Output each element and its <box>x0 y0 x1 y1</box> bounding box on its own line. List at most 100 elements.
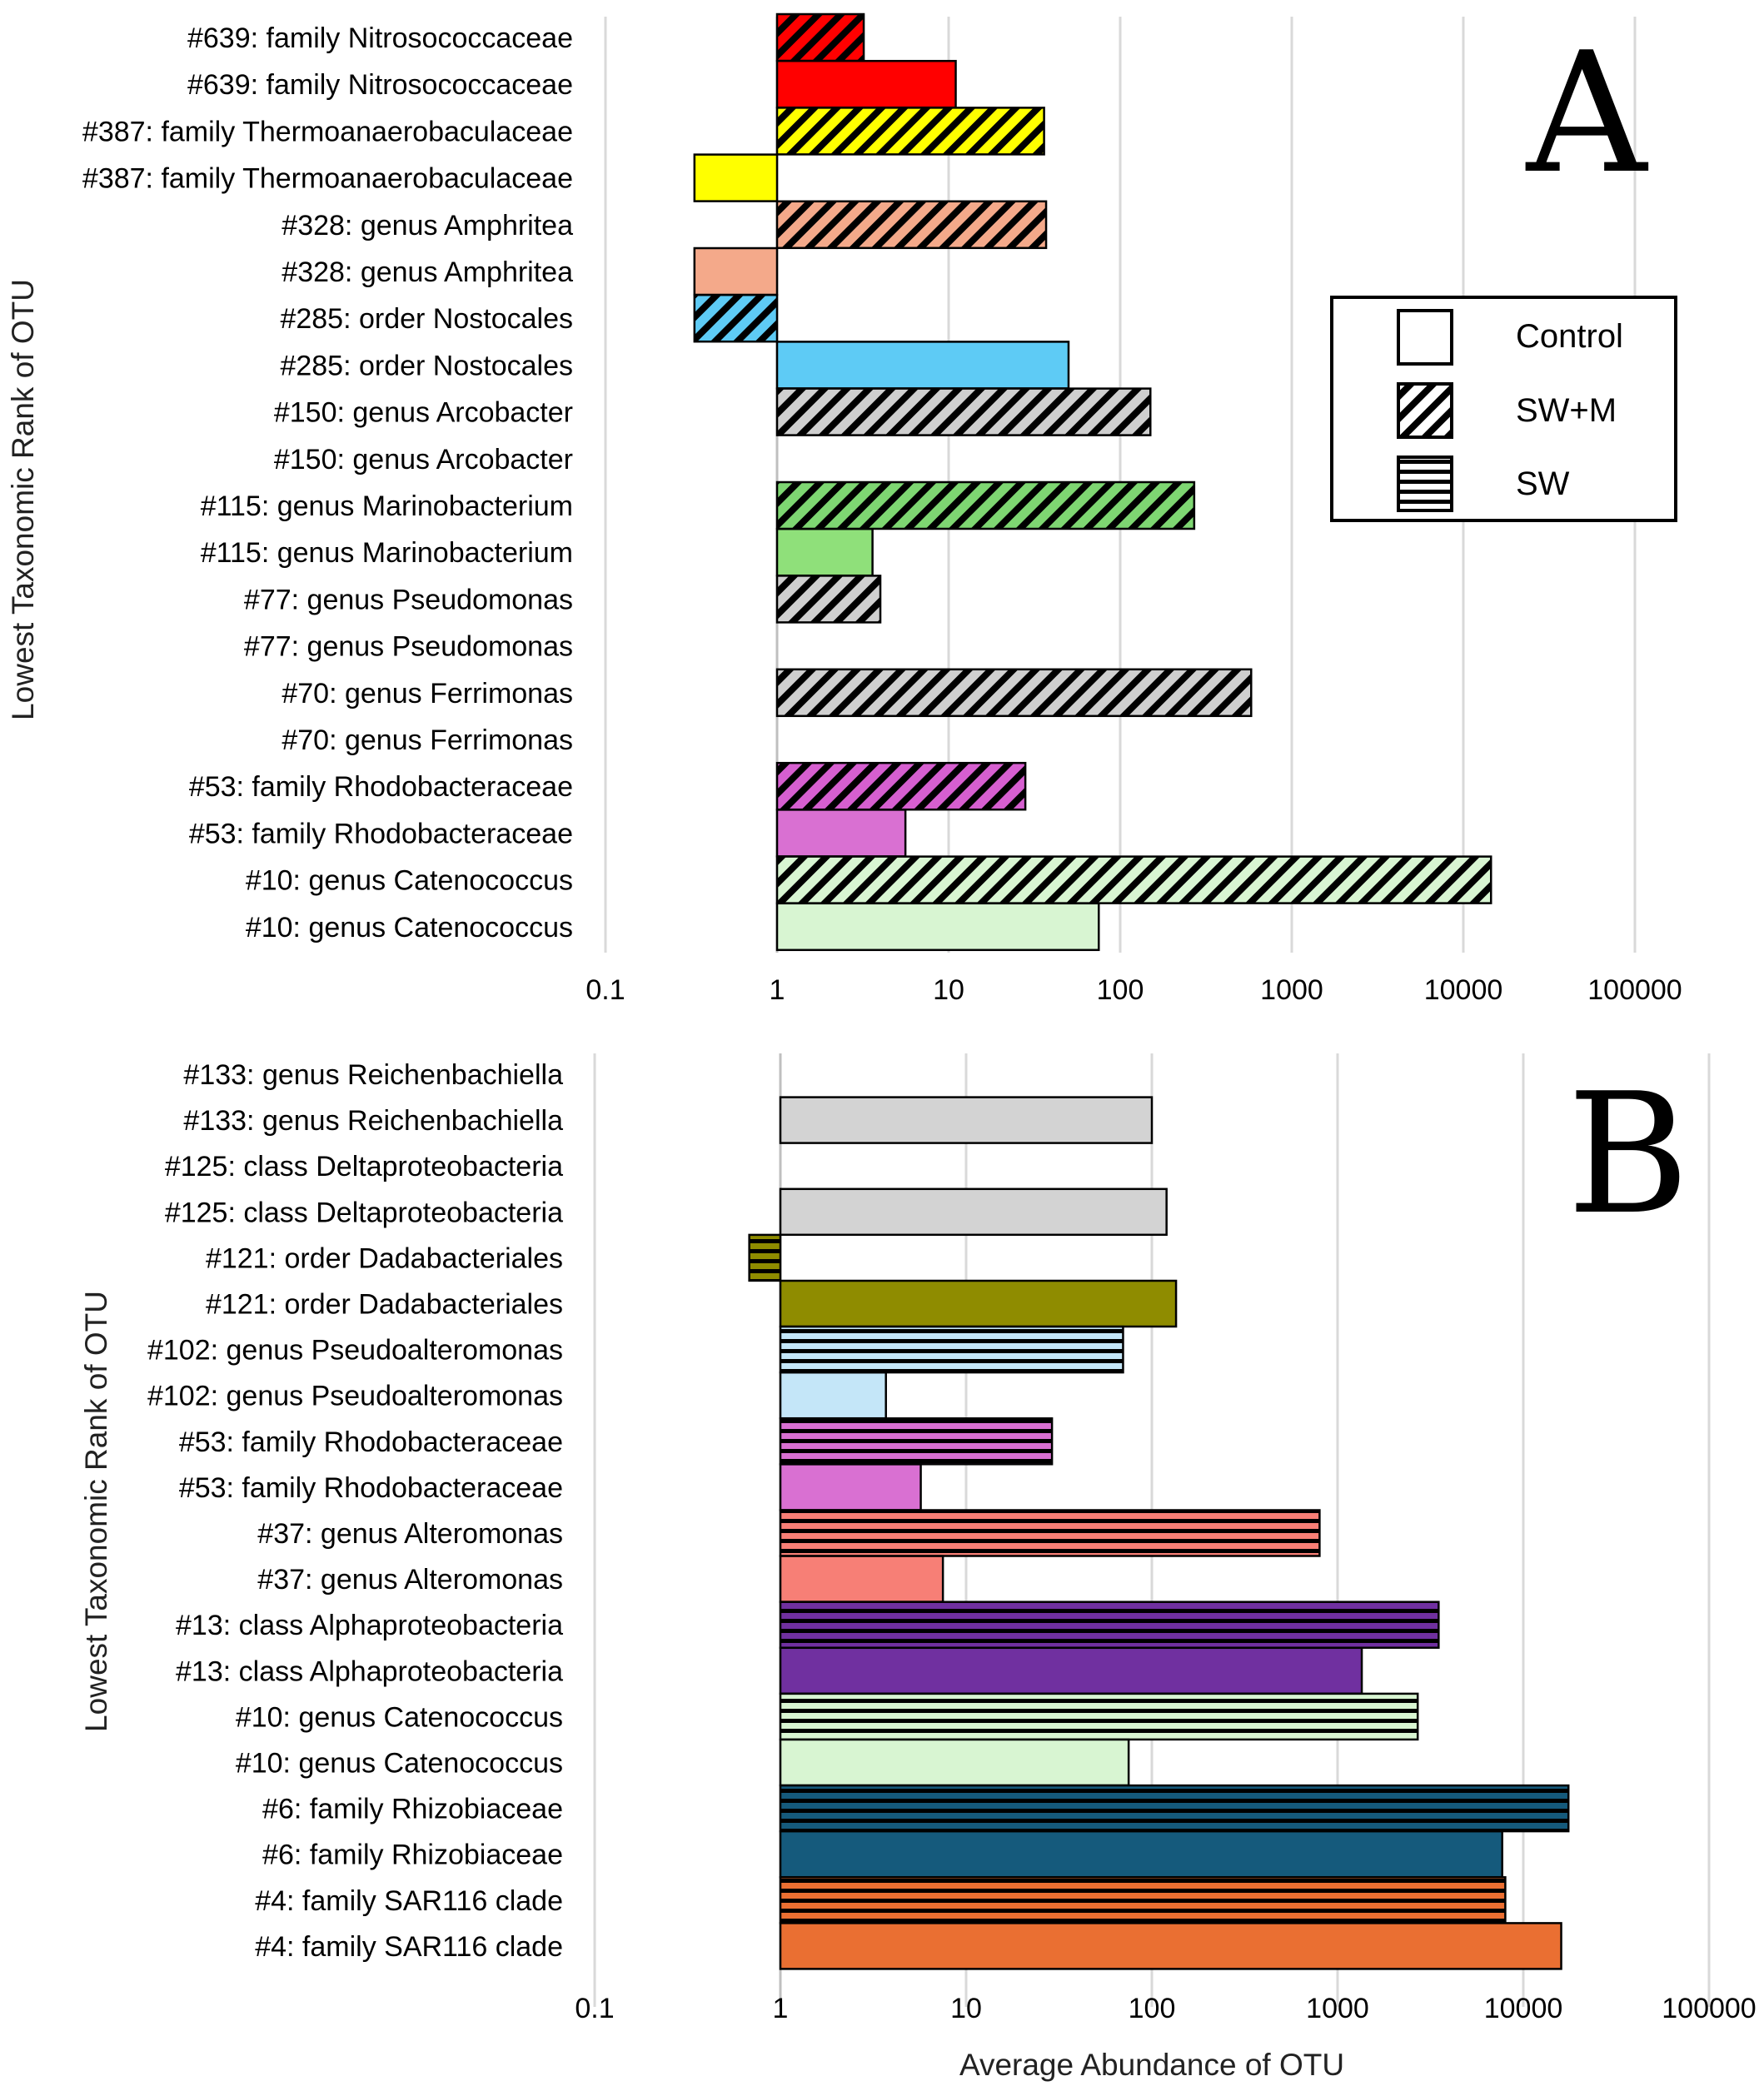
bar <box>775 200 1048 250</box>
category-label: #10: genus Catenococcus <box>246 865 573 897</box>
legend-label-sw: SW <box>1516 465 1570 502</box>
panel-a-category-labels: #639: family Nitrosococcaceae #639: famil… <box>82 22 573 943</box>
category-label: #70: genus Ferrimonas <box>282 724 573 756</box>
legend-frame <box>1330 296 1677 522</box>
category-label: #285: order Nostocales <box>280 350 573 381</box>
x-tick-label: 1 <box>773 1993 789 2024</box>
category-label: #13: class Alphaproteobacteria <box>176 1610 563 1641</box>
bar-fill <box>777 61 956 108</box>
bar <box>779 1784 1570 1833</box>
bar <box>779 1738 1130 1787</box>
bar <box>779 1325 1124 1374</box>
category-label: #53: family Rhodobacteraceae <box>189 771 573 803</box>
legend-item-sw-m: SW+M <box>1397 382 1617 439</box>
category-label: #639: family Nitrosococcaceae <box>187 22 573 54</box>
panel-a-x-tick-labels: 0.1 1 10 100 1000 10000 100000 <box>586 974 1682 1006</box>
bar <box>775 12 865 62</box>
panel-b-category-labels: #133: genus Reichenbachiella #133: genus … <box>147 1059 563 1963</box>
bar-pattern <box>780 1877 1506 1924</box>
bar <box>779 1692 1419 1741</box>
x-tick-label: 0.1 <box>586 974 625 1006</box>
bar <box>775 902 1100 952</box>
bar <box>779 1646 1363 1695</box>
bar-fill <box>780 1740 1129 1785</box>
legend-swatch-sw-m <box>1397 382 1453 439</box>
panel-b-letter: B <box>1567 1058 1690 1252</box>
bar <box>779 1876 1507 1924</box>
panel-b-chart: #133: genus Reichenbachiella #133: genus … <box>79 1053 1757 2082</box>
category-label: #10: genus Catenococcus <box>236 1701 563 1733</box>
bar-outline <box>693 293 779 343</box>
category-label: #150: genus Arcobacter <box>274 397 573 429</box>
panel-a-chart: #639: family Nitrosococcaceae #639: famil… <box>6 12 1682 1006</box>
bar <box>775 341 1070 390</box>
bar-pattern <box>777 575 881 623</box>
bar-outline <box>775 480 1196 530</box>
panel-b-x-tick-labels: 0.1 1 10 100 1000 10000 100000 <box>575 1993 1756 2024</box>
category-label: #639: family Nitrosococcaceae <box>187 69 573 101</box>
legend-item-sw: SW <box>1397 456 1570 512</box>
category-label: #77: genus Pseudomonas <box>244 631 573 663</box>
bar <box>775 480 1196 530</box>
bar-pattern <box>780 1418 1053 1465</box>
panel-b-x-axis-title: Average Abundance of OTU <box>959 2048 1344 2082</box>
category-label: #115: genus Marinobacterium <box>201 490 573 522</box>
category-label: #150: genus Arcobacter <box>274 444 573 475</box>
bar <box>775 668 1253 718</box>
bar-pattern <box>780 1693 1418 1740</box>
bar-fill <box>777 529 873 576</box>
category-label: #10: genus Catenococcus <box>236 1748 563 1780</box>
bar-outline <box>693 153 779 202</box>
x-tick-label: 1 <box>770 974 785 1006</box>
category-label: #387: family Thermoanaerobaculaceae <box>82 163 573 195</box>
category-label: #77: genus Pseudomonas <box>244 584 573 615</box>
category-label: #328: genus Amphritea <box>282 256 573 288</box>
bar-fill <box>780 1372 886 1419</box>
bar-outline <box>775 387 1152 436</box>
bar-pattern <box>694 295 777 342</box>
bar-pattern <box>780 1510 1320 1556</box>
x-tick-label: 1000 <box>1306 1993 1369 2024</box>
category-label: #4: family SAR116 clade <box>255 1931 563 1963</box>
bar-outline <box>775 200 1048 250</box>
bar-fill <box>777 903 1099 950</box>
legend-item-control: Control <box>1397 309 1623 366</box>
category-label: #70: genus Ferrimonas <box>282 678 573 709</box>
category-label: #4: family SAR116 clade <box>255 1885 563 1917</box>
bar <box>779 1279 1178 1328</box>
bar-outline <box>775 575 882 624</box>
category-label: #102: genus Pseudoalteromonas <box>147 1335 563 1367</box>
bar <box>775 855 1492 904</box>
bar-pattern <box>777 107 1044 155</box>
bar <box>779 1601 1440 1649</box>
category-label: #13: class Alphaproteobacteria <box>176 1655 563 1687</box>
bar-fill <box>777 341 1069 389</box>
bar-fill <box>694 154 777 202</box>
category-label: #53: family Rhodobacteraceae <box>179 1472 563 1504</box>
bar-pattern <box>780 1785 1569 1832</box>
bar <box>775 59 957 109</box>
bar-pattern <box>777 388 1151 436</box>
bar-outline <box>775 668 1253 718</box>
x-tick-label: 100000 <box>1587 974 1682 1006</box>
bar-fill <box>780 1281 1177 1327</box>
bar-fill <box>780 1097 1152 1143</box>
bar <box>779 1830 1503 1879</box>
bar-pattern <box>777 201 1047 248</box>
x-tick-label: 0.1 <box>575 1993 614 2024</box>
bar-fill <box>780 1647 1363 1694</box>
category-label: #285: order Nostocales <box>280 303 573 335</box>
x-tick-label: 10 <box>950 1993 982 2024</box>
category-label: #121: order Dadabacteriales <box>206 1289 563 1321</box>
bar <box>775 387 1152 436</box>
bar-fill <box>694 248 777 295</box>
panel-a-letter: A <box>1525 17 1649 211</box>
x-tick-label: 100 <box>1129 1993 1176 2024</box>
bar-pattern <box>777 669 1252 716</box>
category-label: #6: family Rhizobiaceae <box>262 1840 563 1871</box>
bar <box>779 1187 1168 1237</box>
legend-swatch-control <box>1397 309 1453 366</box>
category-label: #387: family Thermoanaerobaculaceae <box>82 116 573 147</box>
category-label: #121: order Dadabacteriales <box>206 1242 563 1274</box>
